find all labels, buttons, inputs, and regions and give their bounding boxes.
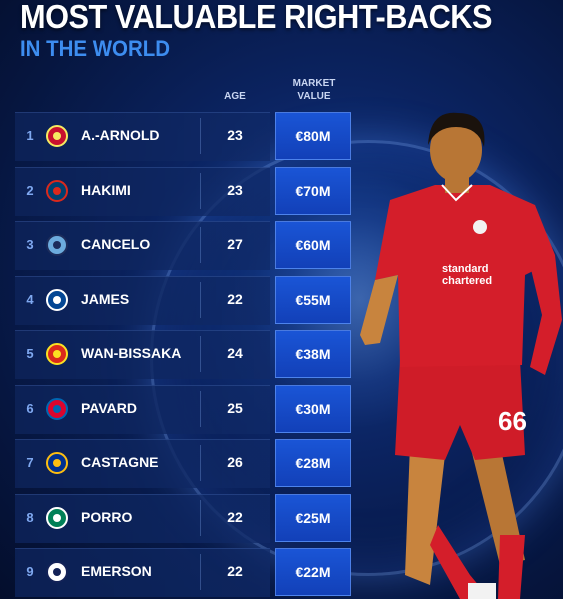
market-value-header-line1: MARKET [292, 78, 336, 89]
player-name: PORRO [81, 508, 133, 525]
player-image: standard chartered 66 [360, 112, 562, 599]
sponsor-text-1: standard [442, 263, 488, 275]
rank-number: 9 [26, 564, 34, 579]
player-age: 22 [227, 290, 243, 307]
market-value: €28M [275, 439, 351, 487]
market-value: €38M [275, 330, 351, 378]
sporting-crest-icon [46, 506, 68, 529]
row-divider [200, 554, 201, 590]
player-age: 23 [227, 181, 243, 198]
player-age: 22 [227, 508, 243, 525]
row-divider [200, 172, 201, 209]
player-name: JAMES [81, 290, 130, 307]
bayern-crest-icon [46, 397, 68, 420]
player-age: 26 [227, 454, 243, 470]
page-title: MOST VALUABLE RIGHT-BACKS [20, 0, 493, 35]
rank-number: 1 [26, 128, 34, 143]
player-name: PAVARD [81, 399, 137, 416]
market-value: €55M [275, 275, 351, 324]
player-name: EMERSON [81, 563, 152, 579]
shirt-number: 66 [498, 406, 527, 436]
row-divider [200, 227, 201, 263]
rank-number: 2 [26, 182, 34, 198]
player-name: HAKIMI [81, 181, 131, 198]
market-value: €30M [275, 384, 351, 433]
ranking-row: 6 PAVARD 25 €30M [15, 384, 355, 434]
ranking-row: 8 PORRO 22 €25M [15, 493, 355, 543]
player-name: CASTAGNE [81, 454, 159, 470]
row-background [15, 493, 270, 543]
market-value: €60M [275, 221, 351, 269]
ranking-row: 5 WAN-BISSAKA 24 €38M [15, 330, 355, 379]
player-name: A.-ARNOLD [81, 127, 160, 143]
player-age: 25 [227, 399, 243, 416]
sponsor-text-2: chartered [442, 275, 492, 287]
man-united-crest-icon [46, 343, 68, 365]
player-age: 27 [227, 236, 243, 252]
row-divider [200, 336, 201, 372]
page-subtitle: IN THE WORLD [20, 36, 171, 61]
rank-number: 5 [26, 346, 34, 361]
row-divider [200, 499, 201, 536]
chelsea-crest-icon [46, 288, 68, 311]
ranking-row: 3 CANCELO 27 €60M [15, 221, 355, 270]
market-value-header-line2: VALUE [297, 91, 331, 102]
row-divider [200, 390, 201, 427]
rank-number: 6 [26, 400, 34, 416]
player-name: WAN-BISSAKA [81, 345, 182, 361]
rank-number: 7 [26, 455, 34, 470]
player-age: 23 [227, 127, 243, 143]
row-divider [200, 118, 201, 154]
ranking-row: 9 EMERSON 22 €22M [15, 548, 355, 597]
market-value: €80M [275, 112, 351, 160]
player-age: 24 [227, 345, 243, 361]
ranking-row: 2 HAKIMI 23 €70M [15, 166, 355, 216]
market-value: €70M [275, 166, 351, 215]
rank-number: 8 [26, 509, 34, 525]
ranking-row: 4 JAMES 22 €55M [15, 275, 355, 325]
ranking-row: 1 A.-ARNOLD 23 €80M [15, 112, 355, 161]
player-age: 22 [227, 563, 243, 579]
rank-number: 3 [26, 237, 34, 252]
tottenham-crest-icon [46, 561, 68, 583]
ranking-row: 7 CASTAGNE 26 €28M [15, 439, 355, 488]
market-value-column-header: MARKET VALUE [278, 77, 350, 103]
market-value: €22M [275, 548, 351, 596]
row-divider [200, 281, 201, 318]
player-name: CANCELO [81, 236, 151, 252]
row-divider [200, 445, 201, 481]
rank-number: 4 [26, 291, 34, 307]
leicester-crest-icon [46, 452, 68, 474]
liverpool-crest-icon [46, 125, 68, 147]
market-value: €25M [275, 493, 351, 542]
psg-crest-icon [46, 179, 68, 202]
man-city-crest-icon [46, 234, 68, 256]
age-column-header: AGE [224, 91, 246, 102]
